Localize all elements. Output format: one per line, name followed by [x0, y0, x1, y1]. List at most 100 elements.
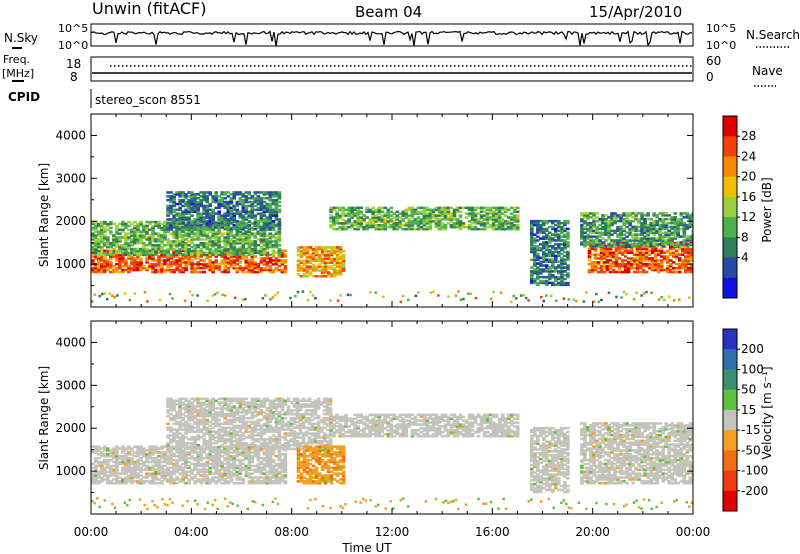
heatmap-cell — [238, 247, 243, 251]
heatmap-cell — [655, 221, 659, 225]
heatmap-cell — [374, 208, 378, 212]
heatmap-cell — [208, 244, 212, 247]
heatmap-cell — [139, 451, 143, 454]
heatmap-cell — [199, 464, 203, 468]
heatmap-cell — [320, 250, 325, 253]
heatmap-cell — [235, 210, 240, 213]
heatmap-cell — [100, 245, 104, 249]
heatmap-cell — [163, 268, 167, 272]
heatmap-cell — [121, 268, 125, 272]
heatmap-cell — [536, 221, 540, 225]
heatmap-cell — [172, 220, 176, 223]
heatmap-cell — [623, 247, 628, 251]
heatmap-cell — [668, 245, 673, 249]
heatmap-cell — [205, 238, 209, 241]
heatmap-cell — [187, 453, 191, 456]
heatmap-cell — [595, 292, 598, 296]
heatmap-cell — [429, 291, 433, 294]
heatmap-cell — [202, 266, 206, 270]
heatmap-cell — [205, 478, 209, 481]
heatmap-cell — [359, 224, 363, 227]
heatmap-cell — [118, 462, 122, 466]
heatmap-cell — [169, 458, 173, 462]
heatmap-cell — [202, 198, 206, 202]
heatmap-cell — [208, 268, 212, 272]
heatmap-cell — [440, 212, 445, 215]
heatmap-cell — [407, 227, 412, 231]
heatmap-cell — [217, 198, 221, 202]
heatmap-cell — [91, 449, 95, 452]
heatmap-cell — [563, 243, 567, 246]
heatmap-cell — [169, 225, 173, 229]
heatmap-cell — [256, 265, 261, 268]
heatmap-cell — [691, 223, 693, 227]
heatmap-cell — [100, 251, 104, 255]
heatmap-cell — [121, 244, 125, 247]
heatmap-cell — [277, 200, 282, 204]
heatmap-cell — [253, 476, 258, 479]
heatmap-cell — [554, 223, 558, 227]
heatmap-cell — [536, 231, 540, 234]
heatmap-cell — [223, 265, 227, 268]
heatmap-cell — [602, 249, 607, 252]
heatmap-cell — [622, 245, 626, 248]
heatmap-cell — [229, 218, 234, 221]
heatmap-cell — [623, 255, 628, 258]
heatmap-cell — [437, 220, 442, 223]
heatmap-cell — [133, 242, 137, 245]
heatmap-cell — [488, 224, 493, 227]
heatmap-cell — [124, 458, 128, 462]
heatmap-cell — [112, 451, 116, 454]
heatmap-cell — [94, 242, 98, 245]
heatmap-cell — [326, 271, 331, 274]
heatmap-cell — [401, 220, 406, 223]
heatmap-cell — [205, 220, 209, 223]
heatmap-cell — [344, 220, 348, 223]
heatmap-cell — [530, 229, 534, 233]
heatmap-cell — [211, 460, 215, 464]
heatmap-cell — [545, 275, 549, 279]
heatmap-cell — [244, 208, 249, 212]
heatmap-cell — [302, 248, 307, 251]
heatmap-cell — [262, 482, 267, 485]
heatmap-cell — [320, 265, 325, 268]
heatmap-cell — [217, 240, 221, 243]
heatmap-cell — [268, 191, 273, 194]
heatmap-cell — [190, 206, 194, 210]
heatmap-cell — [160, 476, 164, 479]
heatmap-cell — [410, 206, 415, 210]
heatmap-cell — [503, 220, 508, 223]
heatmap-cell — [262, 224, 267, 227]
heatmap-cell — [644, 245, 649, 249]
heatmap-cell — [419, 220, 424, 223]
heatmap-cell — [533, 237, 537, 240]
heatmap-cell — [506, 216, 511, 219]
heatmap-cell — [190, 449, 194, 452]
heatmap-cell — [256, 470, 261, 473]
heatmap-cell — [157, 224, 161, 228]
heatmap-cell — [681, 259, 685, 262]
heatmap-cell — [217, 253, 221, 257]
heatmap-cell — [557, 272, 561, 275]
heatmap-cell — [647, 249, 652, 252]
heatmap-cell — [145, 460, 149, 464]
heatmap-cell — [682, 241, 687, 244]
heatmap-cell — [184, 247, 188, 251]
heatmap-cell — [106, 244, 110, 247]
heatmap-cell — [202, 464, 206, 468]
heatmap-cell — [229, 464, 234, 468]
heatmap-cell — [214, 244, 218, 247]
heatmap-cell — [124, 224, 128, 228]
heatmap-cell — [232, 227, 237, 231]
heatmap-cell — [473, 225, 478, 229]
heatmap-cell — [419, 212, 424, 215]
heatmap-cell — [640, 212, 644, 215]
heatmap-cell — [211, 268, 215, 272]
heatmap-cell — [181, 244, 185, 247]
heatmap-cell — [112, 482, 116, 485]
heatmap-cell — [247, 230, 252, 233]
heatmap-cell — [665, 257, 670, 260]
heatmap-cell — [341, 210, 345, 213]
heatmap-cell — [595, 235, 599, 238]
heatmap-cell — [566, 268, 570, 271]
